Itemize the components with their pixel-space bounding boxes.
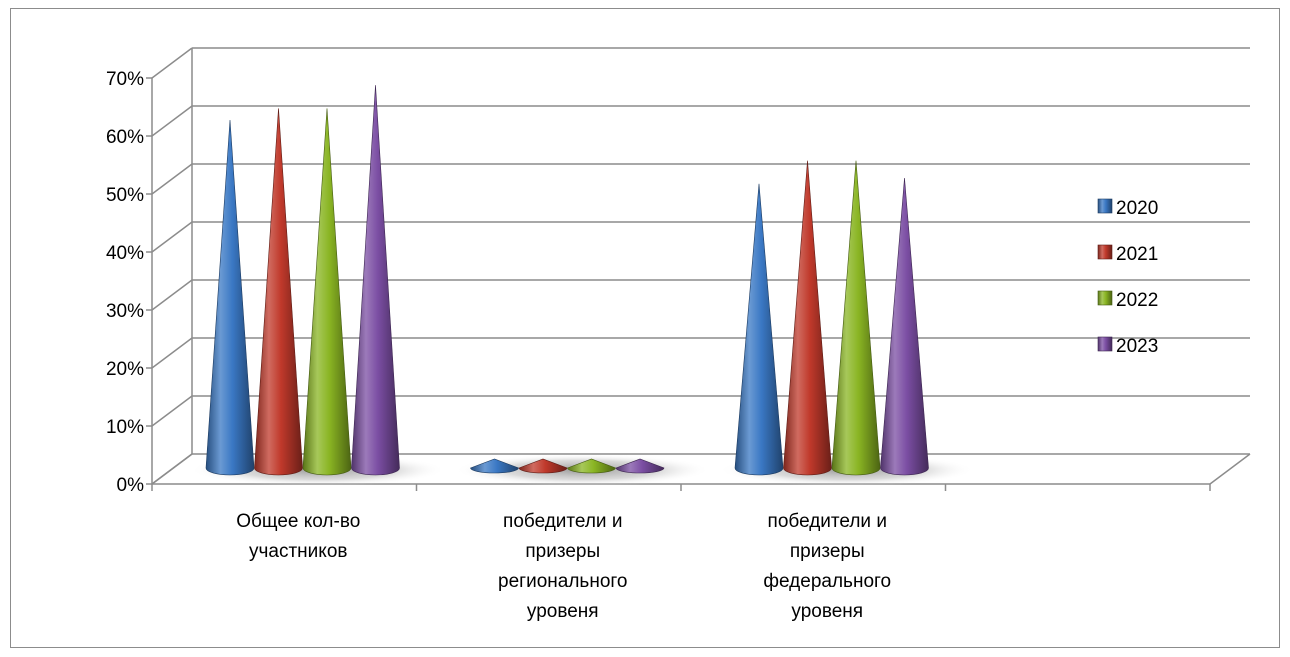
gridline	[151, 105, 1250, 137]
cone-2020-cat2	[734, 183, 784, 476]
y-tick-label: 10%	[106, 417, 144, 438]
category-label-line: победители и	[503, 511, 622, 532]
y-tick-label: 40%	[106, 243, 144, 264]
category-label-line: уровеня	[791, 601, 863, 622]
category-label-line: Общее кол-во	[236, 511, 360, 532]
gridline	[151, 47, 1250, 79]
category-label-line: федерального	[763, 571, 891, 592]
y-tick-label: 60%	[106, 127, 144, 148]
cone-2023-cat2	[880, 177, 929, 476]
cone-2021-cat2	[783, 160, 832, 476]
legend-swatch	[1097, 290, 1113, 306]
cone-2023-cat0	[351, 85, 400, 476]
cone-2020-cat1	[470, 458, 519, 474]
legend: 2020 2021 2022 2023	[1097, 198, 1158, 357]
legend-item-2020: 2020	[1097, 198, 1158, 219]
cone-2021-cat1	[518, 458, 568, 474]
category-label-line: регионального	[498, 571, 627, 592]
legend-label: 2023	[1116, 336, 1158, 357]
cone-2020-cat0	[205, 119, 255, 476]
category-label: победители и призеры федерального уровеня	[763, 511, 891, 622]
gridline	[151, 163, 1250, 195]
category-label: победители и призеры регионального уровеня	[498, 511, 627, 622]
cone-2023-cat1	[615, 458, 665, 474]
legend-label: 2021	[1116, 244, 1158, 265]
wall-floor-right-edge	[1209, 453, 1251, 485]
y-tick-label: 20%	[106, 359, 144, 380]
legend-swatch	[1097, 244, 1113, 260]
legend-item-2023: 2023	[1097, 336, 1158, 357]
cones	[205, 85, 929, 476]
y-tick-label: 0%	[117, 475, 145, 496]
category-label-line: призеры	[790, 541, 865, 562]
y-tick-label: 70%	[106, 69, 144, 90]
gridline	[151, 221, 1250, 253]
category-label-line: победители и	[768, 511, 887, 532]
category-label: Общее кол-во участников	[236, 511, 360, 562]
category-label-line: призеры	[525, 541, 600, 562]
legend-swatch	[1097, 336, 1113, 352]
category-labels: Общее кол-во участников победители и призер…	[236, 511, 891, 622]
cone-2022-cat2	[831, 160, 881, 476]
category-label-line: участников	[249, 541, 347, 562]
category-label-line: уровеня	[527, 601, 599, 622]
legend-swatch	[1097, 198, 1113, 214]
legend-item-2022: 2022	[1097, 290, 1158, 311]
cone-2022-cat1	[567, 458, 616, 474]
legend-item-2021: 2021	[1097, 244, 1158, 265]
legend-label: 2022	[1116, 290, 1158, 311]
legend-label: 2020	[1116, 198, 1158, 219]
y-tick-label: 30%	[106, 301, 144, 322]
y-axis-ticks: 0% 10% 20% 30% 40% 50% 60% 70%	[106, 69, 153, 496]
cone-2022-cat0	[302, 108, 352, 476]
cone-2021-cat0	[254, 108, 303, 476]
y-tick-label: 50%	[106, 185, 144, 206]
